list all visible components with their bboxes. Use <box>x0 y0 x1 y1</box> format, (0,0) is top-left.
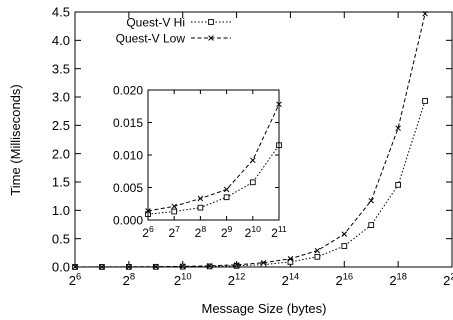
inset-x-tick-label: 29 <box>221 224 233 240</box>
inset-data-point-low <box>197 195 204 202</box>
inset-x-tick-base: 2 <box>168 226 175 240</box>
x-tick-exponent: 14 <box>289 272 299 282</box>
inset-x-tick-base: 2 <box>245 226 252 240</box>
inset-data-point-low <box>223 186 230 193</box>
x-tick-label: 216 <box>335 272 353 288</box>
y-tick-label: 0.5 <box>52 231 70 246</box>
x-tick-base: 2 <box>335 273 342 288</box>
data-point-low <box>341 231 348 237</box>
inset-data-point-hi <box>171 208 178 215</box>
inset-y-tick-label: 0.010 <box>113 148 143 162</box>
inset-y-tick-label: 0.020 <box>113 83 143 97</box>
data-point-low <box>233 262 240 268</box>
inset-x-tick-exponent: 10 <box>251 224 261 234</box>
inset-x-tick-base: 2 <box>271 226 278 240</box>
legend-label: Quest-V Low <box>116 32 186 46</box>
x-tick-label: 214 <box>282 272 300 288</box>
x-tick-label: 210 <box>174 272 192 288</box>
x-tick-base: 2 <box>443 273 450 288</box>
inset-x-tick-label: 210 <box>245 224 261 240</box>
x-tick-exponent: 20 <box>450 272 453 282</box>
x-tick-base: 2 <box>69 273 76 288</box>
inset-y-tick-label: 0.005 <box>113 181 143 195</box>
x-tick-base: 2 <box>174 273 181 288</box>
x-tick-exponent: 8 <box>130 272 135 282</box>
data-point-hi <box>233 262 240 269</box>
y-tick-label: 4.5 <box>52 5 70 20</box>
x-tick-label: 26 <box>69 272 81 288</box>
data-point-low <box>260 259 267 266</box>
inset-x-tick-exponent: 8 <box>201 224 206 234</box>
inset-series-line-hi <box>147 144 280 215</box>
inset-x-tick-base: 2 <box>142 226 149 240</box>
main-plot: 0.00.51.01.52.02.53.03.54.04.526 28 210 212… <box>52 5 453 288</box>
inset-x-tick-exponent: 7 <box>175 224 180 234</box>
inset-data-point-low <box>171 203 177 210</box>
inset-y-tick-label: 0.015 <box>113 116 143 130</box>
data-point-hi <box>368 222 375 228</box>
data-point-hi <box>395 181 401 188</box>
x-tick-base: 2 <box>123 273 130 288</box>
x-tick-base: 2 <box>228 273 235 288</box>
inset-plot-frame <box>147 89 280 221</box>
y-axis-label: Time (Milliseconds) <box>8 84 23 195</box>
plot-frame <box>74 11 453 268</box>
y-tick-label: 3.0 <box>52 90 70 105</box>
x-tick-label: 212 <box>228 272 246 288</box>
x-tick-exponent: 10 <box>181 272 191 282</box>
x-tick-label: 28 <box>123 272 135 288</box>
data-point-low <box>395 125 401 131</box>
legend-marker-low <box>208 35 214 41</box>
inset-series-line-low <box>147 104 280 212</box>
x-tick-exponent: 16 <box>343 272 353 282</box>
data-point-low <box>179 263 186 270</box>
inset-x-tick-exponent: 9 <box>228 224 233 234</box>
x-tick-exponent: 18 <box>397 272 407 282</box>
data-point-hi <box>287 259 294 265</box>
inset-x-tick-label: 26 <box>142 224 154 240</box>
data-point-hi <box>314 253 321 260</box>
inset-x-tick-exponent: 6 <box>149 224 154 234</box>
y-tick-label: 4.0 <box>52 33 70 48</box>
data-point-hi <box>422 98 428 104</box>
x-tick-exponent: 6 <box>76 272 81 282</box>
data-point-low <box>368 197 374 204</box>
data-point-low <box>314 247 321 254</box>
legend: Quest-V Hi Quest-V Low <box>116 16 231 46</box>
y-tick-label: 1.0 <box>52 203 70 218</box>
inset-x-tick-label: 27 <box>168 224 180 240</box>
x-tick-label: 220 <box>443 272 453 288</box>
legend-label: Quest-V Hi <box>126 16 185 30</box>
y-tick-label: 1.5 <box>52 175 70 190</box>
inset-x-tick-exponent: 11 <box>278 224 287 234</box>
legend-marker-hi <box>208 19 214 25</box>
inset-data-point-hi <box>223 194 230 201</box>
y-tick-label: 2.5 <box>52 118 70 133</box>
data-point-low <box>287 256 294 262</box>
series-line-hi <box>74 100 426 268</box>
inset-background <box>148 90 279 220</box>
y-tick-label: 2.0 <box>52 146 70 161</box>
inset-x-tick-base: 2 <box>195 226 202 240</box>
y-tick-label: 0.0 <box>52 260 70 275</box>
inset-data-point-hi <box>197 204 204 211</box>
inset-data-point-hi <box>249 179 256 186</box>
x-tick-exponent: 12 <box>235 272 245 282</box>
inset-y-tick-label: 0.000 <box>113 213 143 227</box>
inset-data-point-low <box>250 157 256 163</box>
inset-x-tick-label: 28 <box>195 224 207 240</box>
x-axis-label: Message Size (bytes) <box>202 301 327 316</box>
inset-x-tick-label: 211 <box>271 224 287 240</box>
data-point-hi <box>341 243 348 249</box>
x-tick-base: 2 <box>282 273 289 288</box>
x-tick-label: 218 <box>389 272 407 288</box>
y-tick-label: 3.5 <box>52 61 70 76</box>
inset-x-tick-base: 2 <box>221 226 228 240</box>
x-tick-base: 2 <box>389 273 396 288</box>
